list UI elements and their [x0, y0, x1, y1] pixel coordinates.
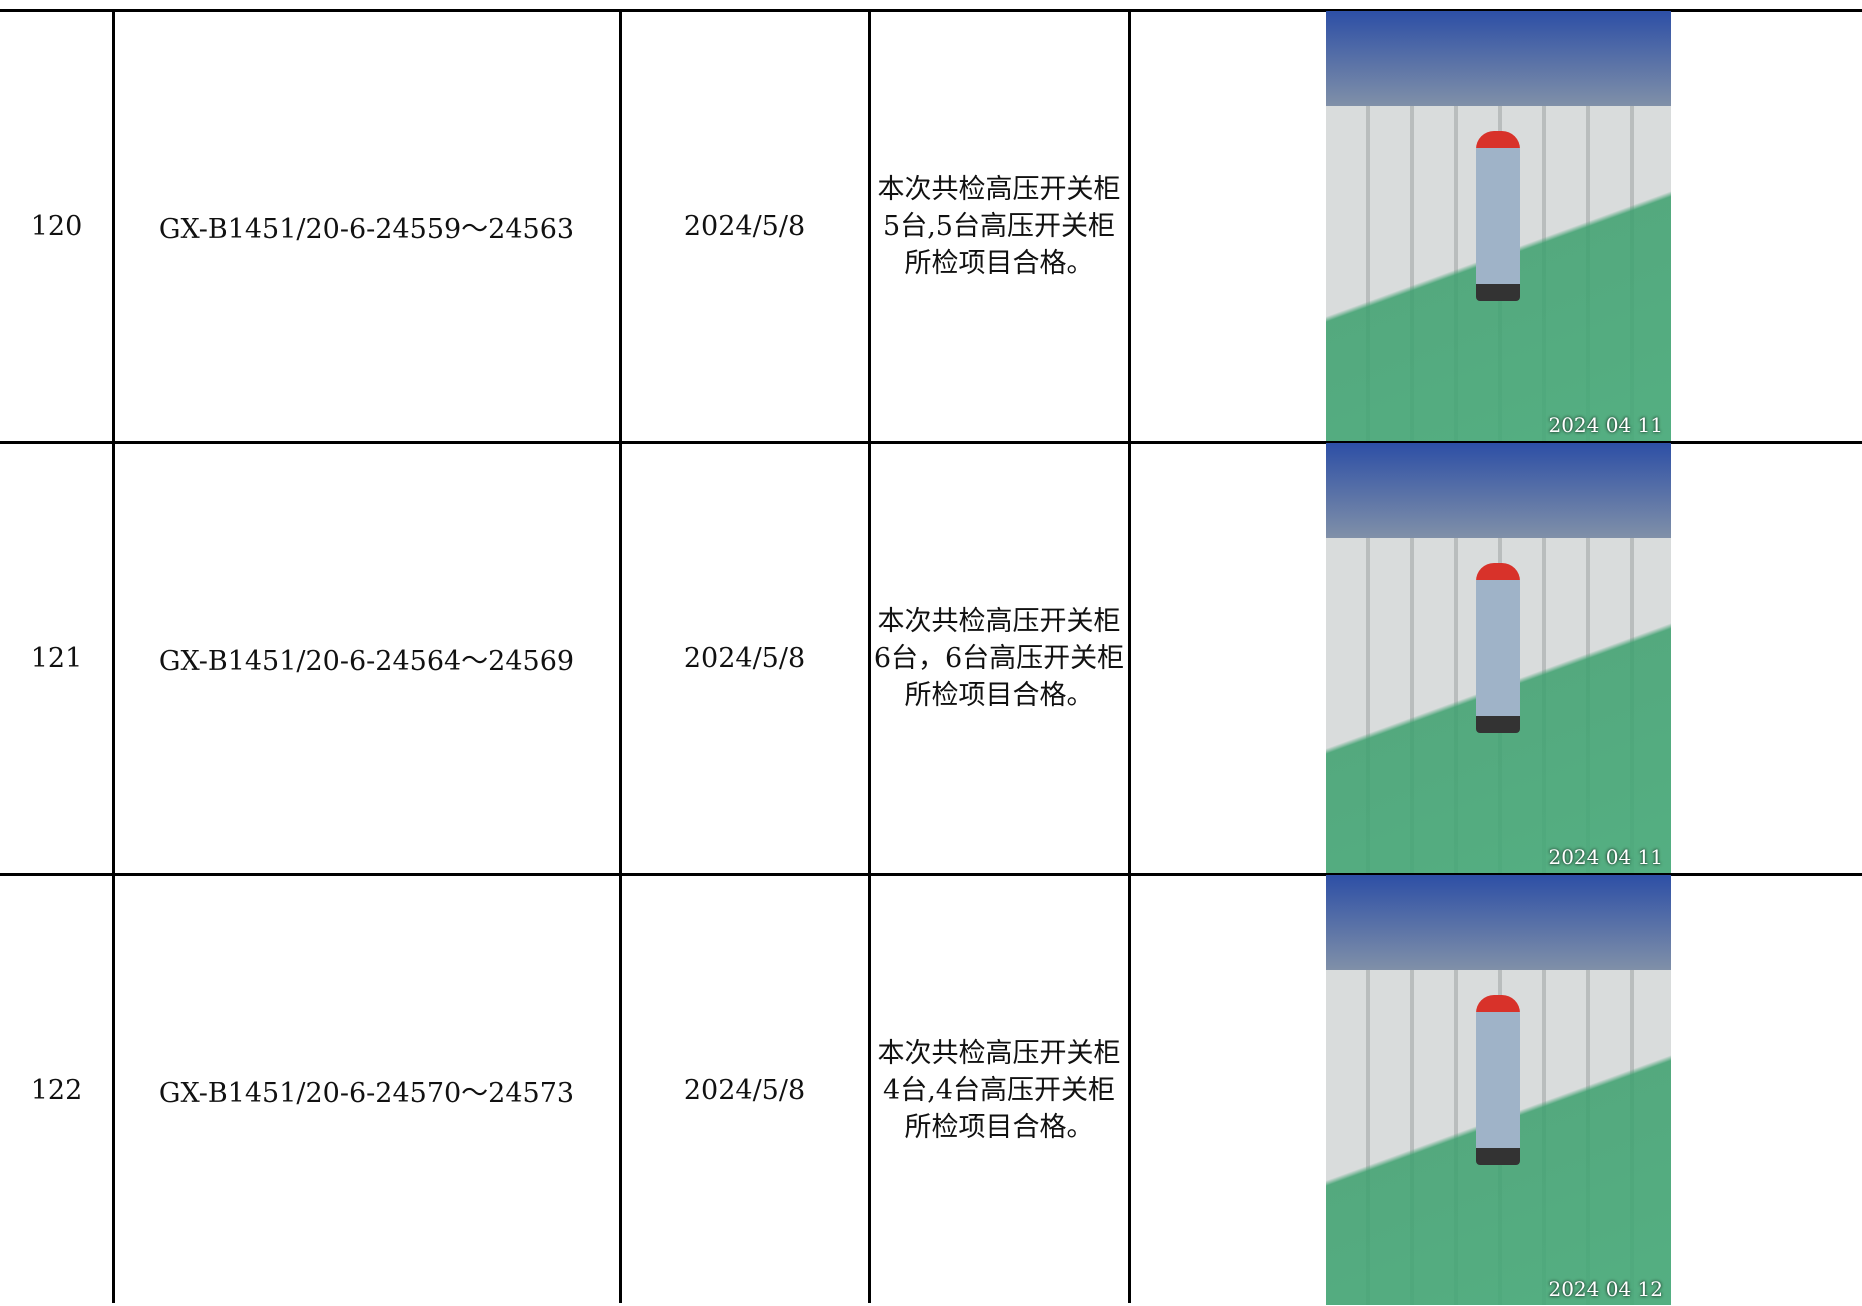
photo-person	[1476, 995, 1520, 1165]
serial-code-text: GX-B1451/20-6-24570～24573	[158, 1077, 575, 1109]
serial-code: GX-B1451/20-6-24564～24569	[113, 442, 620, 874]
date: 2024/5/8	[620, 442, 869, 874]
photo-timestamp: 2024 04 12	[1548, 1277, 1663, 1301]
row-number: 121	[0, 442, 113, 874]
description: 本次共检高压开关柜4台,4台高压开关柜所检项目合格。	[869, 874, 1129, 1306]
column-border	[112, 10, 115, 1303]
inspection-photo: 2024 04 12	[1326, 875, 1671, 1305]
photo-sky	[1326, 443, 1671, 538]
column-border	[1128, 10, 1131, 1303]
serial-code-text: GX-B1451/20-6-24564～24569	[158, 645, 575, 677]
row-number: 120	[0, 10, 113, 442]
photo-person	[1476, 563, 1520, 733]
row-number-text: 122	[30, 1074, 83, 1106]
row-border	[0, 873, 1862, 876]
date-text: 2024/5/8	[683, 642, 806, 674]
row-number: 122	[0, 874, 113, 1306]
date: 2024/5/8	[620, 10, 869, 442]
row-number-text: 121	[30, 642, 83, 674]
photo-person	[1476, 131, 1520, 301]
row-border	[0, 441, 1862, 444]
inspection-photo: 2024 04 11	[1326, 443, 1671, 873]
date: 2024/5/8	[620, 874, 869, 1306]
serial-code-text: GX-B1451/20-6-24559～24563	[158, 213, 575, 245]
description-text: 本次共检高压开关柜6台，6台高压开关柜所检项目合格。	[873, 605, 1125, 711]
description: 本次共检高压开关柜6台，6台高压开关柜所检项目合格。	[869, 442, 1129, 874]
photo-sky	[1326, 875, 1671, 970]
serial-code: GX-B1451/20-6-24570～24573	[113, 874, 620, 1306]
row-number-text: 120	[30, 210, 83, 242]
description-text: 本次共检高压开关柜5台,5台高压开关柜所检项目合格。	[877, 173, 1121, 279]
inspection-photo: 2024 04 11	[1326, 11, 1671, 441]
photo-sky	[1326, 11, 1671, 106]
column-border	[868, 10, 871, 1303]
serial-code: GX-B1451/20-6-24559～24563	[113, 10, 620, 442]
column-border	[619, 10, 622, 1303]
photo-timestamp: 2024 04 11	[1548, 413, 1663, 437]
description-text: 本次共检高压开关柜4台,4台高压开关柜所检项目合格。	[877, 1037, 1121, 1143]
photo-timestamp: 2024 04 11	[1548, 845, 1663, 869]
row-border	[0, 9, 1862, 12]
date-text: 2024/5/8	[683, 1074, 806, 1106]
description: 本次共检高压开关柜5台,5台高压开关柜所检项目合格。	[869, 10, 1129, 442]
date-text: 2024/5/8	[683, 210, 806, 242]
